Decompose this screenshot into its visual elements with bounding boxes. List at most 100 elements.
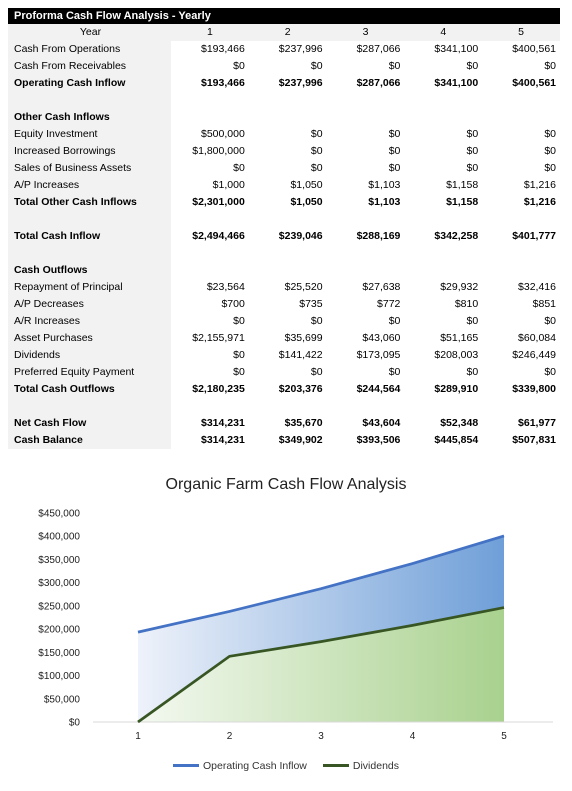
table-row: Cash Outflows <box>8 262 560 279</box>
table-row: Dividends $0 $141,422 $173,095 $208,003 $246,… <box>8 347 560 364</box>
row-value: $851 <box>532 298 556 310</box>
table-row: Preferred Equity Payment $0 $0 $0 $0 $0 <box>8 364 560 381</box>
row-value: $0 <box>388 60 401 72</box>
header-year-2: 2 <box>248 24 327 41</box>
line-operating-cash-inflow <box>137 534 505 634</box>
row-value: $0 <box>466 60 479 72</box>
row-value: $349,902 <box>278 434 323 446</box>
row-label: Preferred Equity Payment <box>8 364 171 381</box>
line-dividends <box>137 606 505 724</box>
row-value: $0 <box>310 366 323 378</box>
table-row: Asset Purchases $2,155,971 $35,699 $43,060 $… <box>8 330 560 347</box>
row-label: Increased Borrowings <box>8 143 171 160</box>
row-label: Operating Cash Inflow <box>8 75 171 92</box>
row-value <box>404 262 482 279</box>
row-value: $400,561 <box>512 43 556 55</box>
row-value: $51,165 <box>440 332 479 344</box>
y-tick-label: $450,000 <box>38 509 80 520</box>
row-value: $237,996 <box>278 77 323 89</box>
spacer-cell <box>327 245 405 262</box>
legend-item: Dividends <box>322 760 399 772</box>
row-value: $0 <box>466 145 479 157</box>
y-tick-label: $300,000 <box>38 578 80 589</box>
row-value: $2,180,235 <box>192 383 245 395</box>
y-tick-label: $200,000 <box>38 625 80 636</box>
row-value: $810 <box>454 298 479 310</box>
row-label: Net Cash Flow <box>8 415 171 432</box>
row-value: $1,103 <box>368 179 401 191</box>
table-row: Repayment of Principal $23,564 $25,520 $27,… <box>8 279 560 296</box>
table-row: Cash From Receivables $0 $0 $0 $0 $0 <box>8 58 560 75</box>
row-value <box>327 262 405 279</box>
row-value: $400,561 <box>512 77 556 89</box>
row-label: Dividends <box>8 347 171 364</box>
cash-flow-chart: Organic Farm Cash Flow Analysis $0 $50,00… <box>0 468 572 791</box>
row-value: $1,050 <box>290 179 323 191</box>
row-value: $244,564 <box>356 383 401 395</box>
row-value: $208,003 <box>434 349 479 361</box>
spacer-row <box>8 245 560 262</box>
row-value: $772 <box>377 298 401 310</box>
row-value: $289,910 <box>434 383 479 395</box>
table-row: Net Cash Flow $314,231 $35,670 $43,604 $52,3… <box>8 415 560 432</box>
chart-legend: Operating Cash Inflow Dividends <box>0 758 572 772</box>
spacer-cell <box>249 398 327 415</box>
x-tick-label: 1 <box>135 731 141 742</box>
spacer-cell <box>327 211 405 228</box>
spacer-cell <box>249 92 327 109</box>
row-value: $0 <box>544 315 556 327</box>
row-label: Sales of Business Assets <box>8 160 171 177</box>
legend-swatch <box>322 764 349 767</box>
chart-canvas: $0 $50,000 $100,000 $150,000 $200,000 $250,00… <box>38 509 553 742</box>
row-value: $52,348 <box>440 417 479 429</box>
row-value: $401,777 <box>512 230 556 242</box>
row-value: $0 <box>544 60 556 72</box>
row-label: Total Cash Inflow <box>8 228 171 245</box>
table-row: Operating Cash Inflow $193,466 $237,996 $28… <box>8 75 560 92</box>
table-row: Increased Borrowings $1,800,000 $0 $0 $0 $0 <box>8 143 560 160</box>
spacer-cell <box>482 245 560 262</box>
spacer-cell <box>171 245 249 262</box>
row-value: $141,422 <box>278 349 323 361</box>
row-value: $0 <box>466 315 479 327</box>
row-value: $0 <box>310 162 323 174</box>
row-value: $25,520 <box>284 281 323 293</box>
row-value: $342,258 <box>434 230 479 242</box>
row-value <box>404 109 482 126</box>
table-row: Other Cash Inflows <box>8 109 560 126</box>
y-tick-label: $100,000 <box>38 671 80 682</box>
row-value: $43,604 <box>362 417 401 429</box>
row-value: $32,416 <box>518 281 556 293</box>
row-value: $0 <box>310 315 323 327</box>
cash-flow-table-section: Proforma Cash Flow Analysis - Yearly Yea… <box>8 8 560 449</box>
spacer-cell <box>404 92 482 109</box>
row-label: Other Cash Inflows <box>8 109 171 126</box>
row-value <box>249 262 327 279</box>
row-label: A/R Increases <box>8 313 171 330</box>
row-value <box>482 109 560 126</box>
x-tick-label: 5 <box>501 731 507 742</box>
row-value: $1,800,000 <box>192 145 245 157</box>
spacer-row <box>8 398 560 415</box>
row-label: Cash From Operations <box>8 41 171 58</box>
row-value: $29,932 <box>440 281 479 293</box>
row-value: $0 <box>233 162 245 174</box>
row-label: Total Cash Outflows <box>8 381 171 398</box>
row-value: $0 <box>233 366 245 378</box>
y-tick-label: $400,000 <box>38 532 80 543</box>
row-value <box>171 262 249 279</box>
table-row: Sales of Business Assets $0 $0 $0 $0 $0 <box>8 160 560 177</box>
y-tick-label: $0 <box>69 718 81 729</box>
spacer-cell <box>404 398 482 415</box>
table-row: Cash From Operations $193,466 $237,996 $287… <box>8 41 560 58</box>
row-value: $445,854 <box>434 434 479 446</box>
row-value: $2,301,000 <box>192 196 245 208</box>
row-value: $0 <box>310 145 323 157</box>
row-label: A/P Increases <box>8 177 171 194</box>
header-year-3: 3 <box>326 24 405 41</box>
row-value: $239,046 <box>278 230 323 242</box>
spacer-cell <box>8 92 171 109</box>
spacer-cell <box>482 211 560 228</box>
row-value: $1,216 <box>523 179 556 191</box>
row-value: $735 <box>299 298 323 310</box>
